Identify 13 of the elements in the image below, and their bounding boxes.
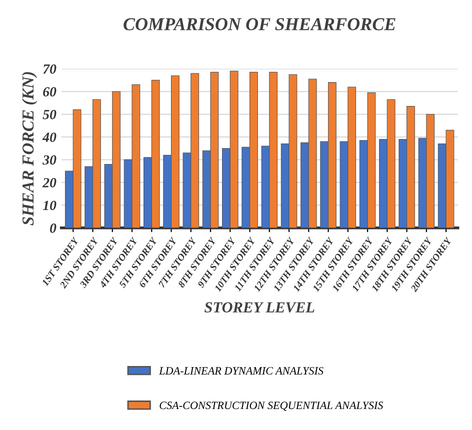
y-tick-label: 20 xyxy=(42,178,56,188)
y-tick-label: 0 xyxy=(50,223,56,233)
legend-label: LDA-LINEAR DYNAMIC ANALYSIS xyxy=(158,367,324,375)
y-tick-label: 10 xyxy=(42,200,56,210)
y-tick-label: 30 xyxy=(42,155,56,165)
chart-title: COMPARISON OF SHEARFORCE xyxy=(124,18,396,30)
y-tick-label: 60 xyxy=(43,87,56,96)
x-axis-title: STOREY LEVEL xyxy=(204,302,314,313)
y-tick-label: 70 xyxy=(43,64,56,74)
y-tick-label: 40 xyxy=(42,132,56,142)
y-axis-title: SHEAR FORCE (KN) xyxy=(22,72,38,226)
y-tick-label: 50 xyxy=(42,110,56,120)
legend-label: CSA-CONSTRUCTION SEQUENTIAL ANALYSIS xyxy=(160,402,384,411)
